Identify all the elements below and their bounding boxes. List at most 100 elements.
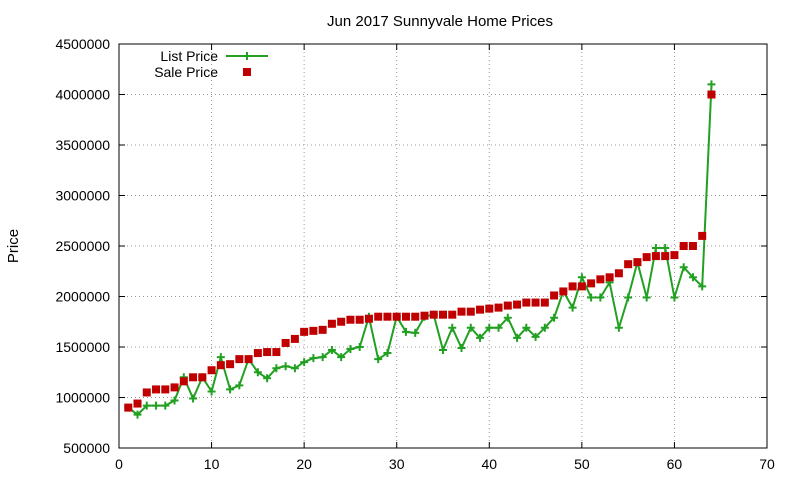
sale-price-point: [522, 298, 531, 307]
y-tick-label: 3500000: [55, 137, 110, 153]
sale-price-point: [568, 282, 577, 291]
list-price-point: [142, 401, 151, 410]
sale-price-point: [439, 310, 447, 319]
sale-price-point: [374, 312, 383, 321]
x-tick-label: 0: [115, 456, 123, 472]
series-sale-price: [124, 90, 716, 412]
y-tick-label: 2500000: [55, 238, 110, 254]
list-price-point: [309, 354, 318, 363]
sale-price-point: [263, 348, 272, 357]
list-price-point: [133, 410, 142, 419]
list-price-point: [457, 344, 466, 353]
y-tick-label: 4000000: [55, 87, 110, 103]
sale-price-point: [272, 348, 281, 357]
legend-marker-sale-price: [243, 68, 251, 76]
sale-price-point: [642, 253, 651, 262]
list-price-point: [476, 333, 485, 342]
list-price-point: [614, 323, 623, 332]
y-tick-label: 1500000: [55, 339, 110, 355]
sale-price-point: [133, 399, 142, 408]
list-price-point: [642, 293, 651, 302]
sale-price-point: [290, 334, 299, 343]
x-tick-label: 20: [296, 456, 312, 472]
sale-price-point: [485, 304, 494, 313]
list-price-point: [161, 401, 170, 410]
sale-price-point: [707, 90, 716, 99]
sale-price-point: [142, 388, 151, 397]
list-price-point: [383, 349, 392, 358]
list-price-point: [327, 346, 336, 355]
sale-price-point: [401, 312, 410, 321]
sale-price-point: [661, 252, 670, 261]
list-price-point: [263, 374, 272, 383]
list-price-point: [577, 273, 586, 282]
list-price-point: [374, 355, 383, 364]
list-price-point: [281, 362, 290, 371]
y-axis-label: Price: [5, 229, 22, 263]
list-price-point: [568, 303, 577, 312]
legend-marker-list-price: [243, 52, 251, 60]
list-price-point: [346, 345, 355, 354]
sale-price-point: [346, 315, 355, 324]
sale-price-point: [587, 279, 596, 288]
sale-price-point: [309, 326, 318, 335]
sale-price-point: [337, 317, 346, 326]
list-price-point: [318, 353, 327, 362]
sale-price-point: [466, 307, 475, 316]
sale-price-point: [392, 312, 401, 321]
sale-price-point: [244, 355, 253, 364]
sale-price-point: [364, 314, 373, 323]
sale-price-point: [476, 305, 485, 314]
sale-price-point: [198, 373, 207, 382]
x-tick-label: 30: [389, 456, 405, 472]
sale-price-point: [670, 251, 679, 260]
sale-price-point: [411, 312, 420, 321]
sale-price-point: [355, 315, 364, 324]
sale-price-point: [559, 287, 568, 296]
list-price-point: [272, 364, 281, 373]
list-price-point: [253, 368, 262, 377]
list-price-point: [226, 385, 235, 394]
list-price-point: [189, 394, 198, 403]
list-price-point: [661, 244, 670, 253]
axis-ticks: 0 10 20 30 40 50 60 70 500000 1000000 1500000 20000…: [55, 36, 775, 472]
legend-label-list-price: List Price: [160, 48, 218, 64]
list-price-point: [651, 244, 660, 253]
sale-price-point: [152, 385, 161, 394]
list-price-point: [513, 333, 522, 342]
list-price-point: [688, 273, 697, 282]
sale-price-point: [300, 327, 309, 336]
list-price-point: [448, 323, 457, 332]
sale-price-point: [540, 298, 549, 307]
list-price-point: [216, 353, 225, 362]
sale-price-point: [420, 311, 429, 320]
list-price-point: [300, 358, 309, 367]
y-tick-label: 3000000: [55, 188, 110, 204]
sale-price-point: [448, 310, 457, 319]
list-price-point: [235, 381, 244, 390]
sale-price-point: [170, 383, 179, 392]
x-tick-label: 70: [759, 456, 775, 472]
sale-price-point: [207, 366, 216, 375]
sale-price-point: [235, 355, 244, 364]
legend: List Price Sale Price: [154, 48, 268, 80]
list-price-point: [152, 401, 161, 410]
x-tick-label: 10: [204, 456, 220, 472]
sale-price-point: [124, 403, 133, 412]
sale-price-point: [253, 349, 262, 358]
sale-price-point: [457, 307, 466, 316]
list-price-point: [707, 80, 716, 89]
list-price-point: [439, 346, 447, 355]
x-tick-label: 50: [574, 456, 590, 472]
list-price-point: [401, 327, 410, 336]
sale-price-point: [179, 377, 188, 386]
sale-price-point: [327, 319, 336, 328]
sale-price-point: [531, 298, 540, 307]
list-price-point: [466, 323, 475, 332]
sale-price-point: [281, 338, 290, 347]
list-price-point: [670, 293, 679, 302]
sale-price-point: [189, 373, 198, 382]
list-price-point: [540, 323, 549, 332]
sale-price-point: [624, 260, 633, 269]
list-price-point: [679, 263, 688, 272]
